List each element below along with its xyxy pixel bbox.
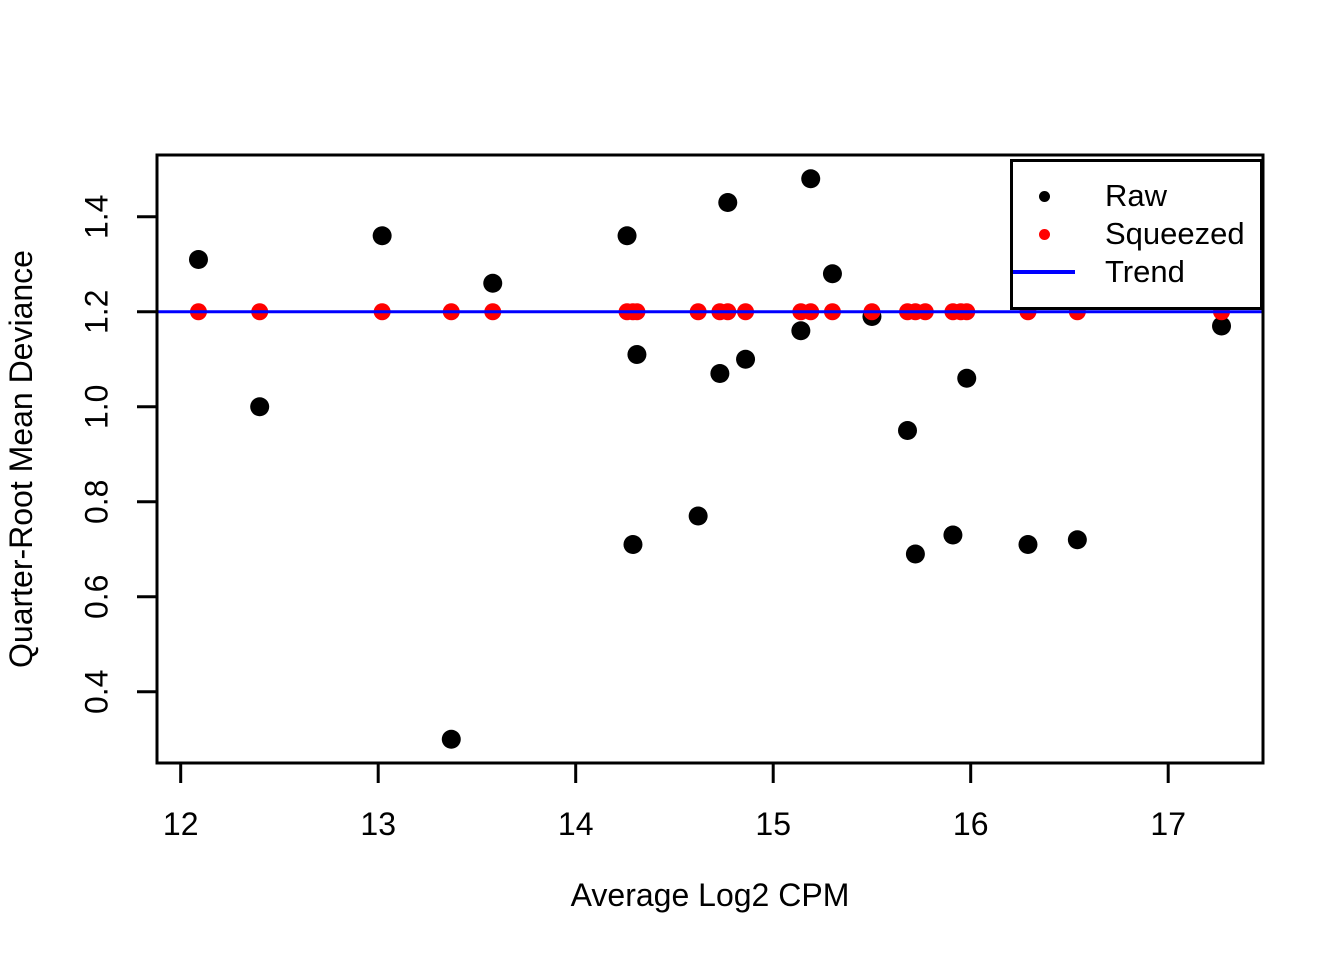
y-tick-label: 1.0: [79, 385, 115, 429]
x-tick-label: 15: [755, 806, 791, 842]
raw-point: [957, 368, 977, 388]
raw-point: [822, 264, 842, 284]
raw-point: [736, 349, 756, 369]
x-axis-title: Average Log2 CPM: [570, 877, 850, 913]
legend-item-squeezed: Squeezed: [1013, 215, 1245, 253]
raw-point-icon: [1038, 190, 1050, 202]
y-tick-label: 1.4: [79, 195, 115, 239]
y-tick-label: 0.4: [79, 670, 115, 714]
raw-point: [898, 421, 917, 440]
x-tick-label: 12: [163, 806, 199, 842]
x-tick-label: 13: [360, 806, 396, 842]
raw-point: [943, 525, 963, 545]
legend-item-trend: Trend: [1013, 253, 1185, 291]
raw-point: [1018, 535, 1038, 554]
x-tick-label: 16: [953, 806, 989, 842]
raw-marker-cell: [1013, 190, 1075, 202]
raw-point: [372, 226, 392, 246]
raw-point: [1067, 530, 1087, 550]
squeezed-marker-cell: [1013, 228, 1075, 240]
raw-point: [801, 169, 821, 189]
raw-point: [718, 193, 738, 212]
raw-point: [441, 729, 461, 749]
raw-point: [617, 226, 637, 246]
raw-point: [688, 506, 708, 526]
raw-point: [250, 397, 270, 417]
legend-label-raw: Raw: [1105, 178, 1168, 213]
raw-point: [791, 321, 811, 341]
legend-item-raw: Raw: [1013, 177, 1167, 215]
y-axis-title: Quarter-Root Mean Deviance: [3, 250, 39, 668]
raw-point: [188, 250, 208, 269]
trend-line-icon: [1013, 270, 1075, 274]
raw-point: [710, 364, 730, 383]
legend-label-trend: Trend: [1105, 254, 1185, 289]
raw-point: [627, 345, 647, 364]
x-tick-label: 14: [558, 806, 594, 842]
y-tick-label: 0.8: [79, 480, 115, 524]
raw-point: [905, 544, 925, 564]
trend-marker-cell: [1013, 270, 1075, 274]
legend-label-squeezed: Squeezed: [1105, 216, 1245, 251]
plot-border: [155, 153, 1265, 765]
y-tick-label: 1.2: [79, 290, 115, 334]
y-tick-label: 0.6: [79, 575, 115, 619]
raw-point: [483, 273, 503, 293]
legend: Raw Squeezed Trend: [1010, 159, 1263, 310]
squeezed-point-icon: [1038, 228, 1050, 240]
raw-point: [623, 535, 643, 554]
x-tick-label: 17: [1150, 806, 1186, 842]
raw-point: [1212, 316, 1232, 336]
